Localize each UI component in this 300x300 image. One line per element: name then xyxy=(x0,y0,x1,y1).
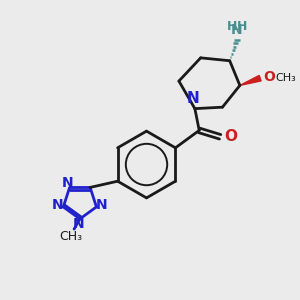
Text: N: N xyxy=(187,91,200,106)
Text: CH₃: CH₃ xyxy=(60,230,83,243)
Text: N: N xyxy=(231,23,243,37)
Text: N: N xyxy=(95,199,107,212)
Text: N: N xyxy=(52,199,63,212)
Text: CH₃: CH₃ xyxy=(275,73,296,82)
Text: H: H xyxy=(226,20,237,33)
Text: N: N xyxy=(62,176,74,190)
Text: O: O xyxy=(263,70,275,84)
Polygon shape xyxy=(240,75,261,85)
Text: H: H xyxy=(237,20,247,33)
Text: N: N xyxy=(73,217,84,231)
Text: O: O xyxy=(224,129,237,144)
